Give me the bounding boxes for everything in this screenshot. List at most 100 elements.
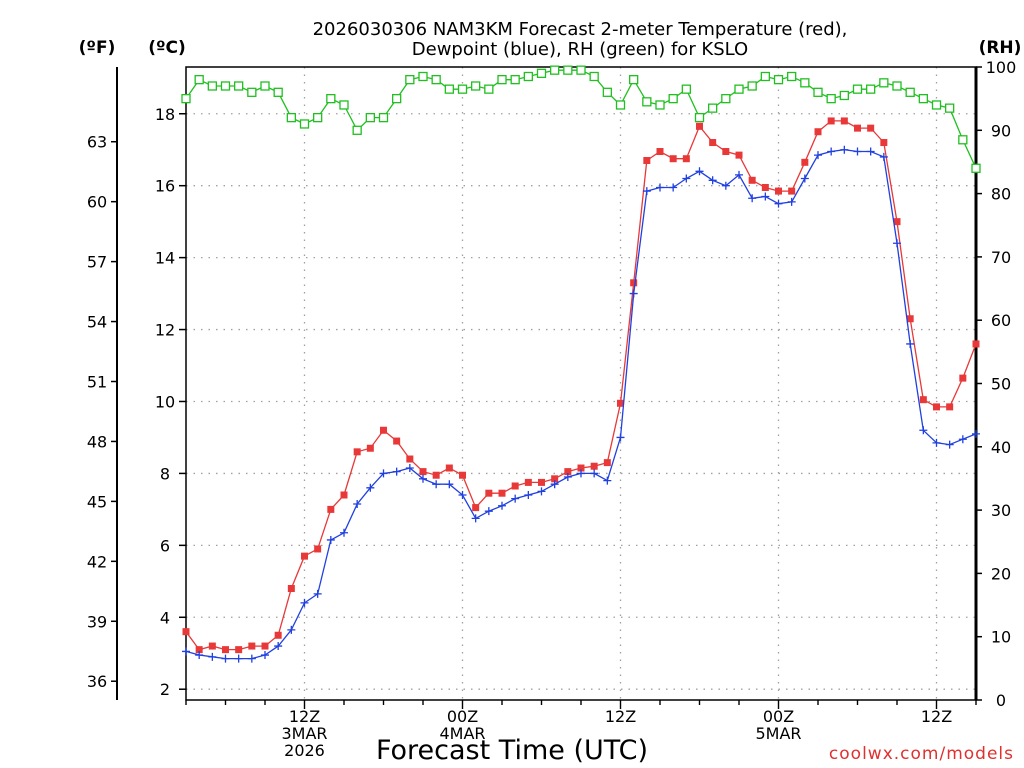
dewpoint-point-h54	[853, 147, 862, 156]
dewpoint-point-h5	[208, 652, 217, 661]
temperature-point-h62	[959, 374, 967, 382]
temperature-point-h7	[235, 646, 243, 654]
dewpoint-point-h47	[761, 192, 770, 201]
rh-point-h17	[365, 112, 375, 123]
fahrenheit-tick-label-48: 48	[87, 432, 107, 451]
temperature-point-h8	[248, 642, 256, 650]
dewpoint-point-h3	[182, 647, 190, 656]
dewpoint-point-h14	[326, 535, 335, 544]
celsius-unit-label: (ºC)	[148, 38, 186, 58]
dewpoint-point-h50	[800, 174, 809, 183]
rh-point-h38	[642, 97, 652, 107]
rh-point-h28	[510, 75, 520, 85]
temperature-point-h57	[893, 218, 901, 226]
dewpoint-point-h10	[274, 642, 283, 651]
temperature-point-h11	[287, 585, 295, 593]
dewpoint-point-h39	[656, 183, 664, 192]
rh-point-h10	[273, 87, 283, 97]
rh-point-h44	[721, 94, 731, 104]
rh-point-h34	[589, 71, 599, 82]
rh-point-h18	[378, 112, 389, 123]
rh-point-h5	[207, 81, 217, 91]
temperature-point-h24	[459, 471, 466, 479]
rh-point-h21	[418, 71, 428, 82]
temperature-point-h14	[327, 505, 335, 513]
x-tick-label-4-0: 12Z	[921, 707, 952, 726]
x-tick-label-3-1: 5MAR	[755, 724, 801, 743]
dewpoint-point-h12	[300, 598, 309, 607]
dewpoint-point-h33	[577, 469, 585, 478]
x-tick-label-1-1: 4MAR	[439, 724, 485, 743]
temperature-point-h28	[511, 482, 519, 490]
dewpoint-point-h27	[498, 501, 506, 510]
temperature-point-h9	[261, 642, 269, 650]
temperature-point-h51	[814, 128, 822, 136]
x-tick-label-2-0: 12Z	[605, 707, 636, 726]
temperature-point-h33	[577, 464, 585, 472]
rh-point-h30	[536, 68, 547, 78]
temperature-point-h41	[682, 155, 690, 163]
rh-point-h6	[220, 81, 231, 91]
dewpoint-point-h29	[524, 490, 533, 499]
rh-point-h50	[800, 78, 810, 88]
dewpoint-point-h26	[484, 507, 493, 516]
rh-point-h55	[866, 84, 876, 94]
fahrenheit-tick-label-54: 54	[87, 313, 107, 332]
temperature-point-h63	[972, 340, 980, 348]
temperature-point-h42	[696, 122, 703, 130]
temperature-point-h59	[919, 396, 927, 404]
temperature-point-h46	[748, 176, 756, 184]
dewpoint-line	[185, 149, 977, 660]
rh-point-h54	[852, 84, 863, 94]
x-tick-label-1-0: 00Z	[447, 707, 478, 726]
temperature-point-h15	[340, 491, 348, 499]
fahrenheit-tick-label-60: 60	[87, 193, 107, 212]
fahrenheit-unit-label: (ºF)	[79, 38, 116, 58]
rh-point-h58	[905, 87, 915, 97]
dewpoint-point-h49	[787, 197, 796, 206]
rh-point-h16	[352, 125, 362, 135]
temperature-point-h18	[380, 426, 387, 434]
dewpoint-point-h20	[405, 464, 414, 473]
dewpoint-point-h23	[445, 480, 454, 489]
temperature-point-h61	[946, 403, 954, 411]
rh-point-h39	[655, 100, 665, 110]
rh-point-h12	[299, 119, 310, 129]
rh-point-h19	[392, 94, 402, 104]
rh-point-h8	[247, 87, 257, 97]
rh-point-h15	[339, 100, 349, 110]
rh-point-h23	[444, 84, 454, 94]
fahrenheit-tick-label-36: 36	[87, 672, 107, 691]
dewpoint-point-h57	[893, 239, 901, 248]
temperature-point-h22	[432, 471, 440, 479]
temperature-point-h49	[788, 187, 796, 195]
fahrenheit-tick-label-51: 51	[87, 373, 107, 392]
rh-point-h40	[668, 94, 678, 104]
axes	[111, 66, 982, 709]
dewpoint-point-h32	[563, 473, 572, 482]
dewpoint-point-h19	[392, 467, 401, 476]
celsius-tick-label-12: 12	[155, 321, 175, 340]
rh-tick-label-0: 0	[996, 691, 1006, 710]
rh-point-h51	[813, 87, 823, 97]
temperature-point-h56	[880, 139, 888, 147]
dewpoint-point-h55	[866, 147, 875, 156]
rh-point-h22	[431, 75, 441, 85]
x-tick-label-0-2: 2026	[284, 741, 325, 760]
dewpoint-point-h9	[261, 651, 269, 660]
temperature-point-h13	[314, 545, 322, 553]
temperature-point-h40	[669, 155, 677, 163]
dewpoint-point-h15	[340, 528, 348, 537]
celsius-tick-label-18: 18	[155, 105, 175, 124]
rh-point-h25	[471, 81, 481, 91]
rh-point-h24	[457, 84, 468, 94]
dewpoint-point-h16	[353, 499, 362, 508]
credit-text: coolwx.com/models	[829, 744, 1014, 764]
temperature-point-h54	[854, 124, 861, 132]
temperature-point-h47	[761, 183, 769, 191]
temperature-point-h21	[419, 468, 427, 476]
gridlines	[186, 67, 976, 700]
fahrenheit-tick-label-45: 45	[87, 492, 107, 511]
dewpoint-point-h6	[221, 654, 230, 663]
rh-point-h41	[681, 84, 691, 94]
